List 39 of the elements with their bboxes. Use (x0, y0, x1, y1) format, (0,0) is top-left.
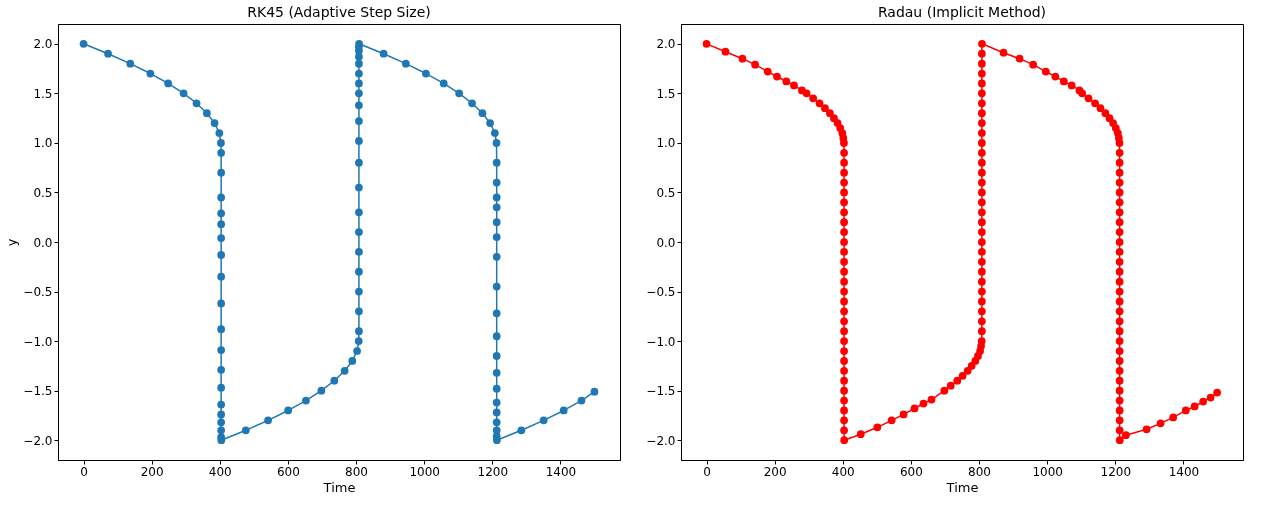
chart-title: RK45 (Adaptive Step Size) (247, 4, 431, 20)
x-tick-label: 800 (345, 464, 368, 479)
y-tick-label: 1.5 (656, 86, 676, 101)
y-tick-label: 2.0 (656, 37, 676, 52)
y-axis-title: y (4, 238, 20, 247)
x-tick-label: 1000 (1032, 464, 1063, 479)
y-tick-label: 1.0 (33, 136, 53, 151)
y-tick-label: −2.0 (23, 433, 53, 448)
y-tick-label: −0.5 (23, 285, 53, 300)
x-tick-label: 1200 (477, 464, 509, 479)
y-tick-label: 0.5 (656, 185, 676, 200)
x-tick-label: 200 (140, 464, 164, 479)
x-tick-label: 1200 (1100, 464, 1132, 479)
x-tick-label: 1000 (409, 464, 440, 479)
y-tick-label: 0.5 (33, 185, 53, 200)
x-tick-label: 600 (899, 464, 923, 479)
x-tick-label: 800 (968, 464, 991, 479)
y-tick-label: 0.0 (656, 235, 676, 250)
x-tick-label: 0 (80, 464, 88, 479)
y-tick-label: 2.0 (33, 37, 53, 52)
x-tick-label: 1400 (1168, 464, 1200, 479)
y-tick-label: −0.5 (646, 285, 676, 300)
y-tick-label: 0.0 (33, 235, 53, 250)
x-axis-title: Time (322, 479, 356, 495)
y-tick-label: −1.0 (23, 334, 53, 349)
y-tick-label: −1.5 (646, 384, 676, 399)
y-tick-label: −1.5 (23, 384, 53, 399)
y-tick-label: −2.0 (646, 433, 676, 448)
y-tick-label: 1.0 (656, 136, 676, 151)
x-tick-label: 200 (763, 464, 787, 479)
y-tick-label: 1.5 (33, 86, 53, 101)
chart-title: Radau (Implicit Method) (877, 4, 1047, 20)
x-tick-label: 400 (831, 464, 855, 479)
x-tick-label: 600 (276, 464, 300, 479)
x-tick-label: 400 (208, 464, 232, 479)
y-tick-label: −1.0 (646, 334, 676, 349)
x-tick-label: 0 (703, 464, 711, 479)
x-axis-title: Time (945, 479, 979, 495)
x-tick-label: 1400 (545, 464, 577, 479)
